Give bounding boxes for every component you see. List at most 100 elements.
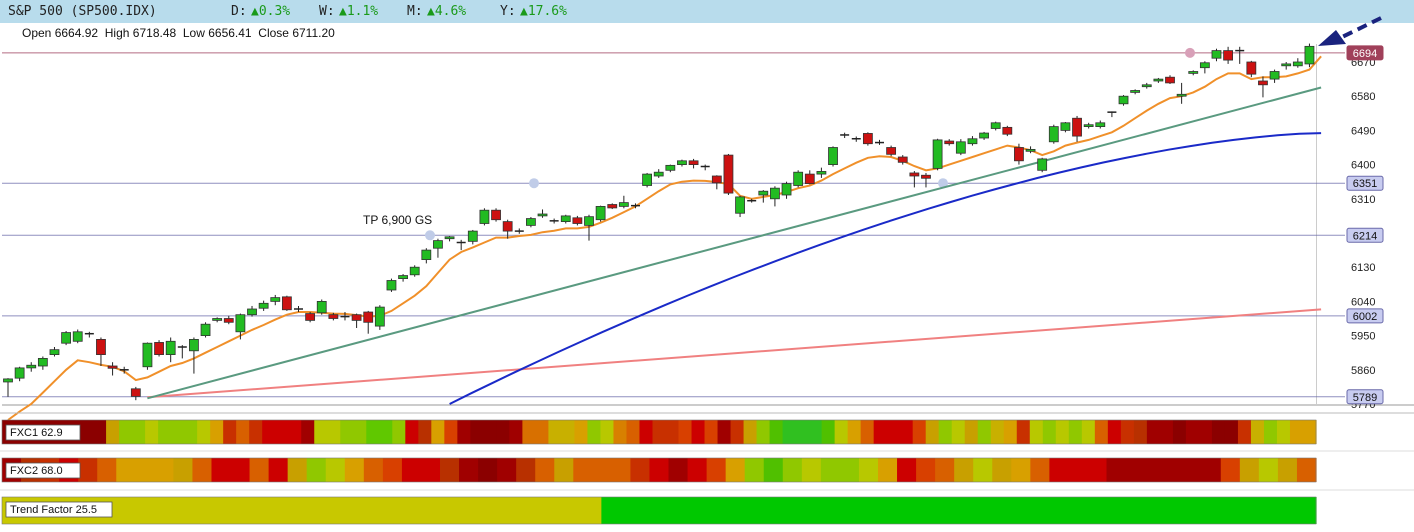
- indicator-cell: [886, 420, 901, 444]
- indicator-cell: [1120, 420, 1135, 444]
- daily-change-label: D:: [231, 4, 247, 19]
- indicator-cell: [990, 420, 1005, 444]
- candle-up: [595, 205, 606, 221]
- candle-up: [212, 318, 223, 321]
- candle-down: [1072, 117, 1082, 137]
- indicator-cell: [901, 497, 925, 524]
- indicator-cell: [117, 497, 141, 524]
- candle-up: [3, 378, 13, 383]
- candle-up: [735, 196, 745, 214]
- level-badge: [1346, 389, 1384, 405]
- level-badge-label: 6694: [1353, 48, 1377, 60]
- indicator-cell: [912, 420, 927, 444]
- indicator-cell: [624, 497, 649, 524]
- candle-up: [316, 300, 327, 314]
- indicator-cell: [600, 420, 615, 444]
- indicator-label-box: [5, 501, 113, 518]
- candle-up: [444, 236, 455, 240]
- indicator-cell: [668, 458, 689, 482]
- indicator-cell: [899, 420, 914, 444]
- indicator-cell: [186, 497, 211, 524]
- indicator-cell: [262, 420, 276, 444]
- candle-up: [1176, 93, 1187, 97]
- fast-moving-average-line: [7, 55, 1322, 421]
- candle-up: [1095, 122, 1106, 128]
- candle-up: [374, 306, 385, 327]
- indicator-cell: [509, 420, 523, 444]
- low-value: 6656.41: [208, 26, 252, 40]
- indicator-cell: [1081, 420, 1096, 444]
- indicator-cell: [347, 497, 372, 524]
- indicator-cell: [420, 458, 441, 482]
- indicator-cell: [925, 420, 940, 444]
- indicator-cell: [977, 420, 992, 444]
- indicator-cell: [821, 420, 836, 444]
- indicator-cell: [363, 458, 384, 482]
- indicator-cell: [834, 420, 849, 444]
- indicator-cell: [808, 420, 823, 444]
- y-tick-label: 6490: [1351, 125, 1375, 137]
- candle-up: [1199, 62, 1210, 69]
- candle-up: [433, 240, 443, 249]
- indicator-cell: [287, 458, 308, 482]
- candle-up: [26, 364, 37, 369]
- monthly-change-value: ▲4.6%: [427, 4, 467, 19]
- candle-up: [584, 216, 594, 226]
- candle-down: [607, 204, 618, 209]
- indicator-cell: [535, 420, 550, 444]
- indicator-cell: [255, 497, 280, 524]
- indicator-cell: [973, 458, 993, 482]
- candle-down: [363, 311, 374, 323]
- indicator-cell: [1200, 497, 1225, 524]
- indicator-cell: [725, 458, 746, 482]
- indicator-cell: [1106, 458, 1127, 482]
- level-badge-label: 6351: [1353, 178, 1377, 190]
- indicator-cell: [440, 497, 464, 524]
- indicator-cell: [344, 458, 365, 482]
- candle-up: [979, 132, 989, 139]
- indicator-cell: [1289, 420, 1304, 444]
- indicator-cell: [611, 458, 632, 482]
- level-badge-label: 6002: [1353, 311, 1377, 323]
- indicator-cell: [1172, 420, 1187, 444]
- indicator-cell: [1223, 497, 1248, 524]
- indicator-cell: [808, 497, 833, 524]
- indicator-cell: [366, 420, 380, 444]
- candle-up: [386, 280, 397, 291]
- indicator-cell: [173, 458, 194, 482]
- indicator-cell: [678, 420, 693, 444]
- indicator-cell: [135, 458, 155, 482]
- y-tick-label: 6400: [1351, 160, 1375, 172]
- candle-up: [653, 171, 664, 177]
- indicator-cell: [497, 458, 517, 482]
- candle-down: [1258, 80, 1268, 86]
- indicator-cell: [483, 420, 497, 444]
- indicator-cell: [382, 458, 403, 482]
- candle-up: [816, 171, 827, 175]
- indicator-cell: [1154, 497, 1179, 524]
- candle-down: [572, 217, 583, 224]
- indicator-cell: [1062, 497, 1087, 524]
- high-value: 6718.48: [132, 26, 177, 40]
- indicator-cell: [1144, 458, 1165, 482]
- indicator-cell: [561, 420, 576, 444]
- indicator-cell: [1292, 497, 1317, 524]
- level-marker: [425, 230, 435, 241]
- candle-down: [1246, 61, 1257, 75]
- indicator-cell: [1239, 458, 1260, 482]
- indicator-cell: [192, 458, 213, 482]
- level-marker: [938, 178, 948, 189]
- yearly-change-value: ▲17.6%: [520, 4, 567, 19]
- candle-up: [642, 173, 652, 186]
- candle-down: [223, 318, 234, 323]
- indicator-cell: [1085, 497, 1110, 524]
- candle-up: [14, 367, 25, 379]
- indicator-cell: [763, 458, 784, 482]
- indicator-cell: [1198, 420, 1213, 444]
- indicator-cell: [232, 497, 257, 524]
- indicator-cell: [649, 458, 670, 482]
- indicator-cell: [916, 458, 936, 482]
- indicator-cell: [743, 420, 758, 444]
- indicator-cell: [587, 420, 602, 444]
